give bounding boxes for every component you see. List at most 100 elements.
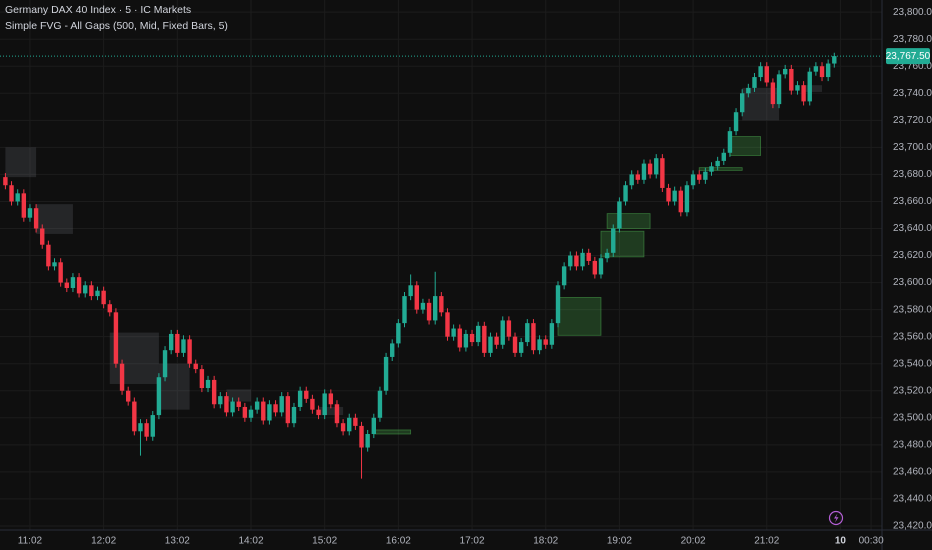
candle-body: [580, 252, 585, 267]
candle-body: [641, 163, 647, 180]
candle-body: [193, 363, 198, 370]
candle-body: [119, 363, 125, 391]
candle-body: [144, 423, 149, 437]
fvg-box: [318, 406, 344, 416]
candle-body: [9, 185, 14, 202]
candle-body: [279, 396, 284, 413]
candle-body: [132, 401, 137, 432]
candle-body: [819, 66, 825, 78]
candle-body: [684, 185, 690, 213]
candle-body: [21, 193, 27, 218]
candle-body: [316, 409, 321, 416]
candle-body: [310, 398, 315, 410]
candle-body: [322, 393, 327, 416]
candle-body: [254, 401, 260, 410]
candle-body: [138, 423, 143, 432]
candle-body: [353, 417, 358, 426]
candle-body: [420, 302, 426, 310]
axes: 23,420.00 23,440.00 23,460.00 23,480.00 23,5…: [18, 7, 932, 547]
candle-body: [433, 296, 438, 321]
y-tick-label: 23,480.00: [893, 439, 932, 450]
candle-body: [236, 401, 241, 407]
x-tick-label: 14:02: [238, 536, 263, 547]
candle-body: [801, 85, 806, 102]
candle-body: [408, 285, 413, 297]
y-tick-label: 23,500.00: [893, 412, 932, 423]
candle-body: [156, 377, 162, 416]
candle-body: [64, 282, 69, 288]
y-tick-label: 23,460.00: [893, 467, 932, 478]
candle-body: [58, 262, 63, 283]
x-tick-label: 20:02: [681, 536, 706, 547]
alert-icon-ring: [828, 510, 844, 526]
candle-body: [623, 185, 628, 202]
fvg-box: [5, 147, 37, 178]
y-tick-label: 23,800.00: [893, 7, 932, 18]
candle-body: [746, 87, 751, 94]
candle-body: [383, 356, 389, 391]
x-tick-label: 10: [835, 536, 847, 547]
candle-body: [89, 285, 94, 297]
candle-body: [297, 390, 303, 407]
fvg-box: [803, 85, 823, 92]
candle-body: [107, 304, 112, 313]
candle-body: [113, 312, 119, 364]
candle-body: [512, 336, 518, 353]
y-tick-label: 23,620.00: [893, 250, 932, 261]
y-tick-label: 23,720.00: [893, 115, 932, 126]
last-price-label: 23,767.50: [886, 51, 931, 62]
candle-body: [328, 393, 334, 405]
candle-body: [126, 390, 131, 402]
candle-body: [611, 228, 616, 253]
candle-body: [660, 158, 665, 188]
candle-body: [396, 323, 401, 344]
last-price-tag: [886, 48, 930, 65]
candle-body: [727, 131, 733, 153]
candles: [3, 52, 837, 479]
candle-body: [795, 85, 800, 91]
candle-body: [377, 390, 383, 418]
candle-body: [101, 290, 106, 305]
candle-body: [586, 252, 591, 261]
x-tick-label: 15:02: [312, 536, 337, 547]
x-tick-label: 17:02: [460, 536, 485, 547]
candle-body: [709, 166, 714, 172]
y-tick-label: 23,660.00: [893, 196, 932, 207]
candle-body: [592, 260, 598, 275]
x-tick-label: 12:02: [91, 536, 116, 547]
y-tick-label: 23,640.00: [893, 223, 932, 234]
candle-body: [347, 417, 352, 432]
fvg-box: [600, 230, 645, 258]
candle-body: [291, 406, 297, 424]
candle-body: [230, 401, 235, 413]
grid: [0, 0, 882, 530]
candle-body: [672, 190, 677, 202]
candle-body: [365, 434, 370, 448]
candle-body: [175, 333, 180, 353]
y-tick-label: 23,520.00: [893, 385, 932, 396]
candle-body: [807, 71, 812, 102]
candle-body: [224, 396, 229, 413]
fvg-box: [373, 429, 412, 435]
candle-body: [525, 323, 530, 343]
alert-icon[interactable]: [828, 510, 844, 526]
candle-body: [218, 396, 223, 405]
y-tick-label: 23,540.00: [893, 358, 932, 369]
candle-body: [758, 66, 763, 78]
candle-body: [199, 369, 205, 389]
candle-body: [463, 333, 469, 348]
candle-body: [181, 339, 186, 353]
candle-body: [518, 342, 524, 353]
candle-body: [555, 285, 561, 324]
candle-body: [162, 350, 168, 378]
candle-body: [390, 343, 395, 357]
candle-body: [445, 312, 450, 337]
candle-body: [715, 160, 720, 167]
y-tick-label: 23,780.00: [893, 34, 932, 45]
candle-body: [285, 396, 291, 424]
candle-body: [273, 404, 278, 413]
candle-body: [402, 296, 407, 324]
candle-body: [770, 82, 776, 105]
